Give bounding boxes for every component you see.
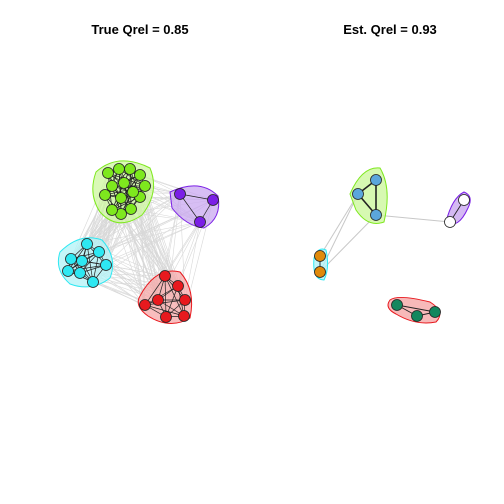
green-node	[99, 189, 111, 201]
strong-edge	[164, 275, 167, 318]
teal-nodes	[391, 299, 441, 322]
cyan-node	[93, 246, 105, 258]
blue-node	[370, 209, 382, 221]
strong-edge	[104, 185, 146, 196]
red-node	[178, 310, 190, 322]
strong-edge	[67, 264, 107, 272]
purple-node	[174, 188, 186, 200]
green-node	[115, 192, 127, 204]
blue-nodes	[352, 174, 382, 221]
red-node	[139, 299, 151, 311]
green-nodes	[99, 163, 151, 220]
green-node	[124, 163, 136, 175]
cyan-node	[62, 265, 74, 277]
weak-edge	[86, 221, 201, 245]
weak-edge	[319, 214, 377, 273]
teal-node	[391, 299, 403, 311]
left-panel-title: True Qrel = 0.85	[91, 22, 189, 37]
green-node	[139, 180, 151, 192]
weak-edge	[375, 214, 451, 223]
red-node	[152, 294, 164, 306]
cyan-node	[100, 259, 112, 271]
weak-edge	[105, 221, 201, 266]
red-node	[160, 311, 172, 323]
green-node	[125, 203, 137, 215]
right-network-plot	[313, 167, 471, 324]
white-node	[444, 216, 456, 228]
cyan-nodes	[62, 238, 112, 288]
weak-edge	[319, 193, 359, 257]
cyan-node	[81, 238, 93, 250]
blue-node	[352, 188, 364, 200]
purple-node	[207, 194, 219, 206]
cyan-node	[76, 255, 88, 267]
intra-community-edges	[319, 179, 465, 317]
left-network-plot	[57, 160, 220, 324]
cyan-node	[65, 253, 77, 265]
weak-edge	[164, 221, 201, 277]
red-node	[172, 280, 184, 292]
strong-edge	[86, 243, 94, 283]
weak-edge	[120, 213, 146, 306]
cyan-node	[87, 276, 99, 288]
purple-nodes	[174, 188, 219, 228]
red-nodes	[139, 270, 191, 323]
orange-node	[314, 250, 326, 262]
red-node	[159, 270, 171, 282]
teal-node	[411, 310, 423, 322]
green-node	[102, 167, 114, 179]
red-node	[179, 294, 191, 306]
cyan-node	[74, 267, 86, 279]
strong-edge	[144, 299, 186, 306]
strong-edge	[144, 304, 185, 317]
green-node	[113, 163, 125, 175]
green-node	[106, 204, 118, 216]
blue-node	[370, 174, 382, 186]
white-nodes	[444, 194, 470, 228]
green-node	[118, 177, 130, 189]
green-node	[106, 180, 118, 192]
teal-node	[429, 306, 441, 318]
green-node	[134, 169, 146, 181]
orange-nodes	[314, 250, 326, 278]
white-node	[458, 194, 470, 206]
purple-node	[194, 216, 206, 228]
weak-edge	[105, 193, 181, 266]
orange-node	[314, 266, 326, 278]
strong-edge	[396, 304, 436, 313]
green-node	[127, 186, 139, 198]
right-panel-title: Est. Qrel = 0.93	[343, 22, 437, 37]
